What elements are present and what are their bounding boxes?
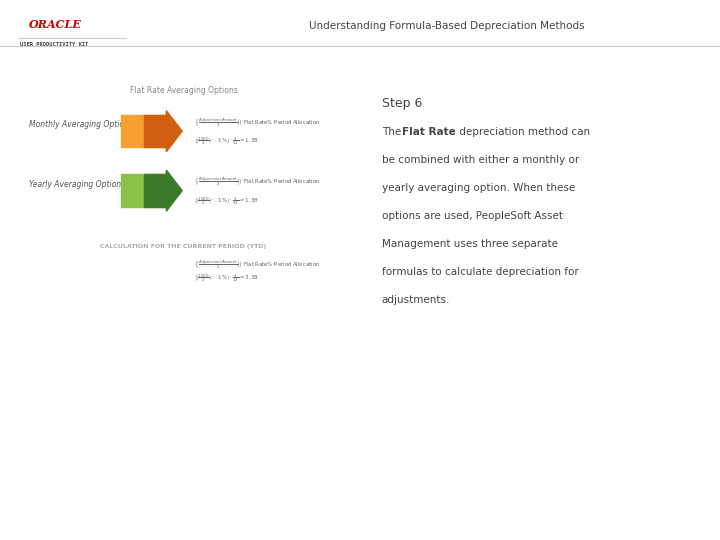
Text: options are used, PeopleSoft Asset: options are used, PeopleSoft Asset [382,211,562,221]
Text: Step 6: Step 6 [382,97,422,110]
Text: depreciation method can: depreciation method can [456,127,590,137]
Polygon shape [144,115,166,147]
Text: $\left(\!\left(\frac{\mathrm{Adjustment\,Amount}}{2}\right)\!\right)$$\cdot\math: $\left(\!\left(\frac{\mathrm{Adjustment\… [194,176,321,188]
Polygon shape [121,115,166,147]
Text: Monthly Averaging Option: Monthly Averaging Option [29,120,129,129]
Text: ORACLE: ORACLE [29,19,81,30]
Text: $\left(\!\left(\frac{\mathrm{Adjustment\,Amount}}{2}\right)\!\right)$$\cdot\math: $\left(\!\left(\frac{\mathrm{Adjustment\… [194,258,321,271]
Text: formulas to calculate depreciation for: formulas to calculate depreciation for [382,267,578,278]
Polygon shape [166,170,182,211]
Text: CALCULATION FOR THE CURRENT PERIOD (YTD): CALCULATION FOR THE CURRENT PERIOD (YTD) [101,244,266,249]
Text: USER PRODUCTIVITY KIT: USER PRODUCTIVITY KIT [20,42,89,47]
Text: Management uses three separate: Management uses three separate [382,239,557,249]
Polygon shape [144,174,166,207]
Text: Yearly Averaging Option: Yearly Averaging Option [29,180,121,188]
Text: $\left(\!\left(\frac{1000}{2}\right)\cdot.1\%\right)\cdot\frac{3}{12}$$= 1.38$: $\left(\!\left(\frac{1000}{2}\right)\cdo… [194,195,259,207]
Text: Understanding Formula-Based Depreciation Methods: Understanding Formula-Based Depreciation… [309,21,584,31]
Text: Flat Rate: Flat Rate [402,127,456,137]
Text: $\left(\!\left(\frac{1000}{2}\right)\cdot.1\%\right)\cdot\frac{9}{12}$$= 3.38$: $\left(\!\left(\frac{1000}{2}\right)\cdo… [194,273,259,285]
Text: $\left(\!\left(\frac{1000}{2}\right)\cdot.1\%\right)\cdot\frac{3}{12}$$= 1.38$: $\left(\!\left(\frac{1000}{2}\right)\cdo… [194,136,259,147]
Text: adjustments.: adjustments. [382,295,450,306]
Text: $\left(\!\left(\frac{\mathrm{Adjustment\,Amount}}{2}\right)\!\right)$$\cdot\math: $\left(\!\left(\frac{\mathrm{Adjustment\… [194,116,321,129]
Text: Flat Rate Averaging Options: Flat Rate Averaging Options [130,86,238,96]
Text: The: The [382,127,404,137]
Polygon shape [166,111,182,152]
Polygon shape [121,174,166,207]
Text: be combined with either a monthly or: be combined with either a monthly or [382,155,579,165]
Text: yearly averaging option. When these: yearly averaging option. When these [382,183,575,193]
